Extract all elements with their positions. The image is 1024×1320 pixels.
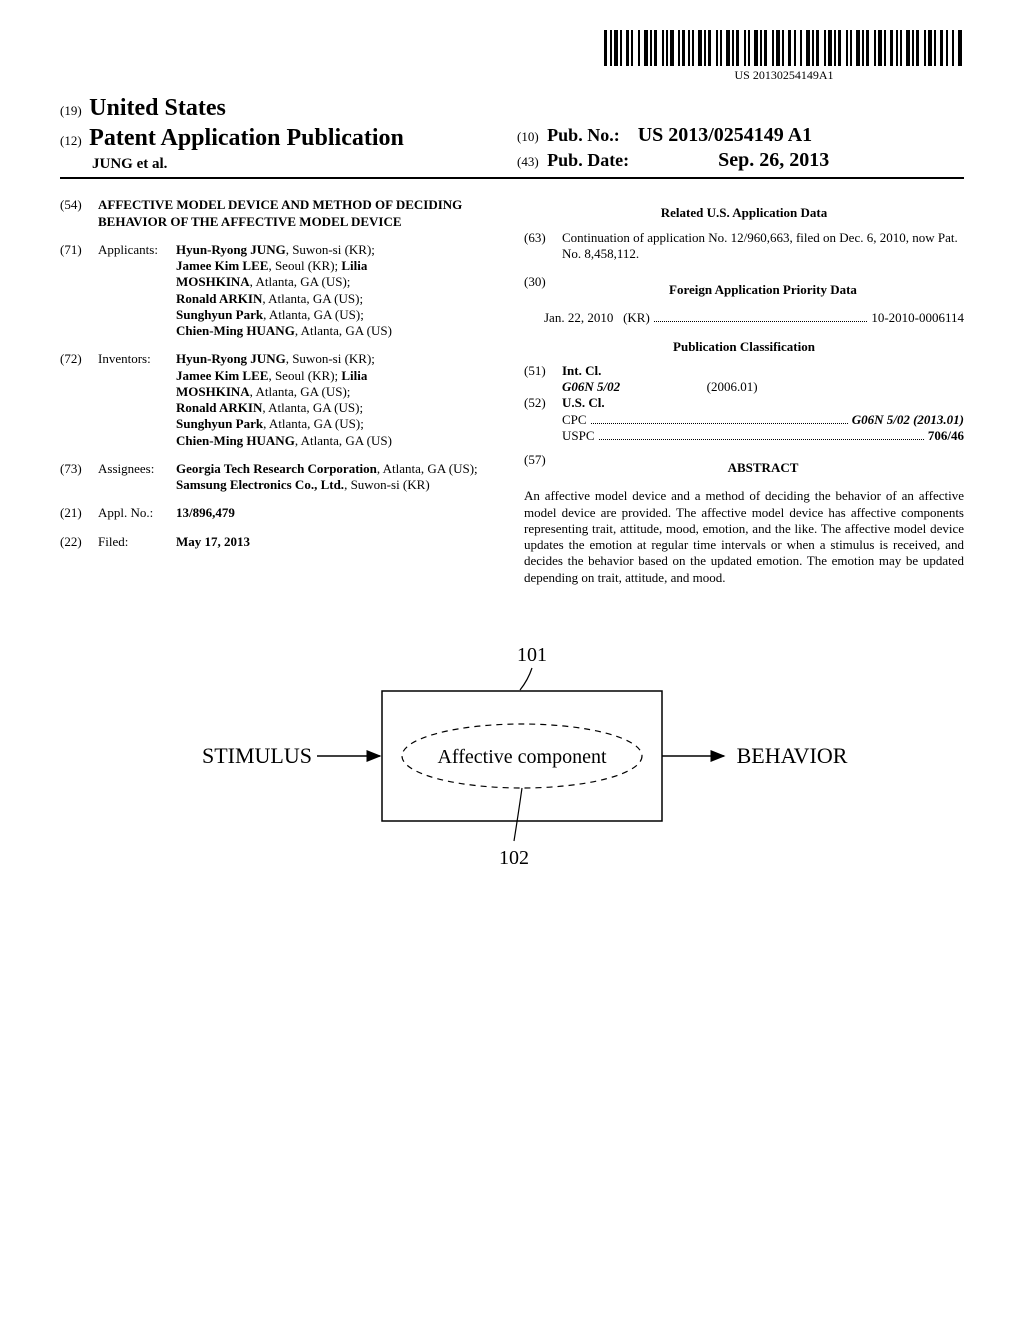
flowchart-diagram: 101 Affective component STIMULUS BEHAVIO…: [162, 636, 862, 896]
abstract-heading: ABSTRACT: [562, 460, 964, 476]
inid-51: (51): [524, 363, 562, 379]
pub-no-label: Pub. No.:: [547, 125, 620, 145]
barcode-text: US 20130254149A1: [604, 68, 964, 83]
foreign-priority-row: Jan. 22, 2010 (KR) 10-2010-0006114: [524, 310, 964, 326]
inventor-3: MOSHKINA: [176, 384, 250, 399]
inid-72: (72): [60, 351, 98, 449]
intcl-label: Int. Cl.: [562, 363, 601, 378]
behavior-label: BEHAVIOR: [737, 743, 848, 768]
inventors-list: Hyun-Ryong JUNG, Suwon-si (KR); Jamee Ki…: [176, 351, 500, 449]
filed-date: May 17, 2013: [176, 534, 250, 549]
authors-line: JUNG et al.: [60, 155, 507, 174]
applicant-1: Hyun-Ryong JUNG: [176, 242, 286, 257]
affective-component-label: Affective component: [437, 746, 606, 768]
intcl-row: G06N 5/02 (2006.01): [524, 379, 964, 395]
inid-21: (21): [60, 505, 98, 521]
inid-43: (43): [517, 154, 539, 169]
country: United States: [89, 95, 226, 121]
pub-date-label: Pub. Date:: [547, 150, 629, 170]
inventor-1: Hyun-Ryong JUNG: [176, 351, 286, 366]
title-left: (19) United States (12) Patent Applicati…: [60, 93, 507, 174]
foreign-priority-heading: Foreign Application Priority Data: [562, 282, 964, 298]
inid-73: (73): [60, 461, 98, 494]
priority-appno: 10-2010-0006114: [871, 310, 964, 326]
uspc-value: 706/46: [928, 428, 964, 443]
pub-date: Sep. 26, 2013: [718, 149, 829, 171]
assignees-list: Georgia Tech Research Corporation, Atlan…: [176, 461, 500, 494]
inventors-label: Inventors:: [98, 351, 176, 449]
figure-area: 101 Affective component STIMULUS BEHAVIO…: [60, 636, 964, 902]
ref-102: 102: [499, 847, 529, 869]
title-right: (10) Pub. No.: US 2013/0254149 A1 (43) P…: [507, 123, 964, 173]
field-57: (57) ABSTRACT: [524, 452, 964, 484]
inid-63: (63): [524, 230, 562, 263]
ref-101: 101: [517, 644, 547, 666]
inid-19: (19): [60, 103, 82, 118]
cpc-label: CPC: [562, 412, 587, 428]
applicant-6: Chien-Ming HUANG: [176, 323, 295, 338]
barcode: US 20130254149A1: [604, 30, 964, 83]
inid-71: (71): [60, 242, 98, 340]
cpc-row: CPC G06N 5/02 (2013.01): [524, 412, 964, 428]
inid-10: (10): [517, 129, 539, 144]
inventor-2: Jamee Kim LEE: [176, 368, 268, 383]
assignee-1: Georgia Tech Research Corporation: [176, 461, 377, 476]
inventor-5: Sunghyun Park: [176, 416, 263, 431]
priority-date: Jan. 22, 2010: [544, 310, 613, 326]
field-72: (72) Inventors: Hyun-Ryong JUNG, Suwon-s…: [60, 351, 500, 449]
field-30: (30) Foreign Application Priority Data: [524, 274, 964, 306]
left-column: (54) AFFECTIVE MODEL DEVICE AND METHOD O…: [60, 197, 500, 586]
pub-no: US 2013/0254149 A1: [638, 124, 812, 146]
appl-no-label: Appl. No.:: [98, 505, 176, 521]
uspc-row: USPC 706/46: [524, 428, 964, 444]
inid-52: (52): [524, 395, 562, 411]
inventor-6: Chien-Ming HUANG: [176, 433, 295, 448]
assignee-2: Samsung Electronics Co., Ltd.: [176, 477, 344, 492]
right-column: Related U.S. Application Data (63) Conti…: [524, 197, 964, 586]
uspc-label: USPC: [562, 428, 595, 444]
pub-classification-heading: Publication Classification: [524, 339, 964, 355]
barcode-svg: [604, 30, 964, 66]
inid-54: (54): [60, 197, 98, 230]
inventor-4: Ronald ARKIN: [176, 400, 262, 415]
applicants-label: Applicants:: [98, 242, 176, 340]
applicant-2: Jamee Kim LEE: [176, 258, 268, 273]
abstract-text: An affective model device and a method o…: [524, 488, 964, 586]
field-21: (21) Appl. No.: 13/896,479: [60, 505, 500, 521]
invention-title: AFFECTIVE MODEL DEVICE AND METHOD OF DEC…: [98, 197, 500, 230]
publication-heading: Patent Application Publication: [89, 125, 404, 151]
applicant-4: Ronald ARKIN: [176, 291, 262, 306]
priority-country: (KR): [623, 310, 650, 326]
field-71: (71) Applicants: Hyun-Ryong JUNG, Suwon-…: [60, 242, 500, 340]
stimulus-label: STIMULUS: [202, 743, 312, 768]
inid-57: (57): [524, 452, 562, 484]
appl-no: 13/896,479: [176, 505, 235, 520]
applicant-5: Sunghyun Park: [176, 307, 263, 322]
field-54: (54) AFFECTIVE MODEL DEVICE AND METHOD O…: [60, 197, 500, 230]
field-22: (22) Filed: May 17, 2013: [60, 534, 500, 550]
applicants-list: Hyun-Ryong JUNG, Suwon-si (KR); Jamee Ki…: [176, 242, 500, 340]
continuation-text: Continuation of application No. 12/960,6…: [562, 230, 964, 263]
inid-22: (22): [60, 534, 98, 550]
cpc-value: G06N 5/02 (2013.01): [852, 412, 964, 427]
uscl-label: U.S. Cl.: [562, 395, 605, 410]
assignees-label: Assignees:: [98, 461, 176, 494]
title-row: (19) United States (12) Patent Applicati…: [60, 93, 964, 180]
barcode-area: US 20130254149A1: [60, 30, 964, 85]
field-51: (51) Int. Cl. G06N 5/02 (2006.01): [524, 363, 964, 396]
intcl-code: G06N 5/02: [562, 379, 620, 394]
field-52: (52) U.S. Cl. CPC G06N 5/02 (2013.01) US…: [524, 395, 964, 444]
related-heading: Related U.S. Application Data: [524, 205, 964, 221]
field-73: (73) Assignees: Georgia Tech Research Co…: [60, 461, 500, 494]
inid-30: (30): [524, 274, 562, 306]
applicant-3: MOSHKINA: [176, 274, 250, 289]
intcl-edition: (2006.01): [707, 379, 758, 394]
biblio-columns: (54) AFFECTIVE MODEL DEVICE AND METHOD O…: [60, 197, 964, 586]
field-63: (63) Continuation of application No. 12/…: [524, 230, 964, 263]
filed-label: Filed:: [98, 534, 176, 550]
inid-12: (12): [60, 133, 82, 148]
